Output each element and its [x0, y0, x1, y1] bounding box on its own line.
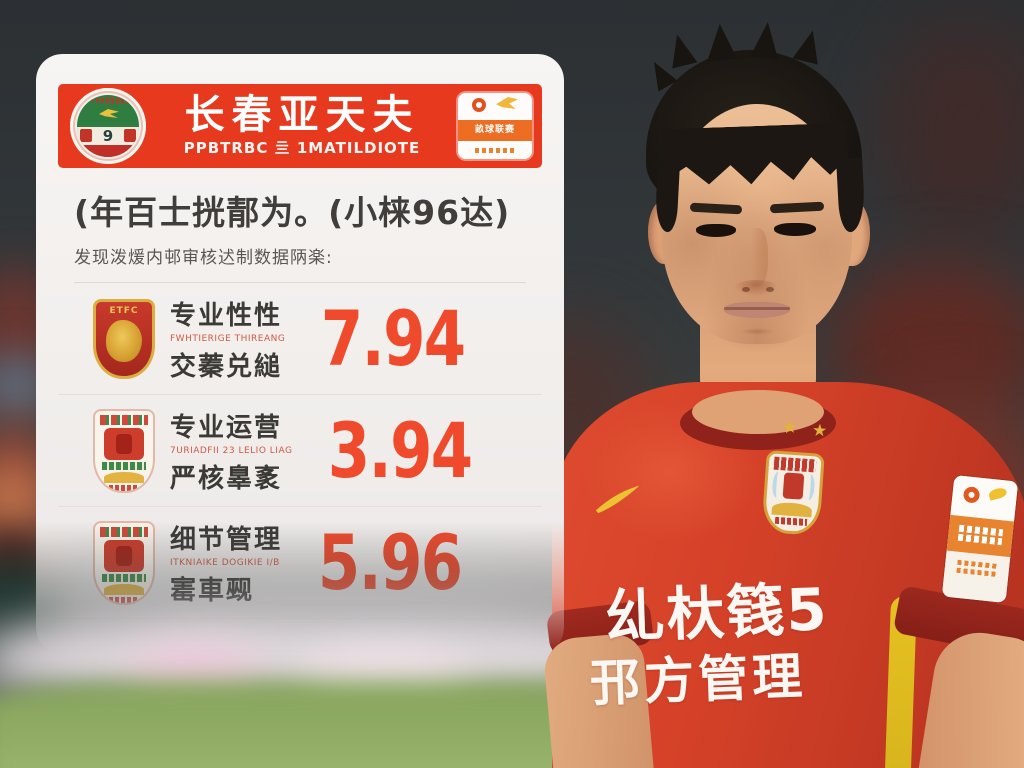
row-label-secondary: 寚車觋 [170, 575, 255, 606]
crest-arc [771, 471, 784, 499]
row1-badge-text: ETFC [109, 305, 139, 316]
row-label-secondary: 交蓁兑縋 [170, 351, 283, 382]
crest-core [782, 472, 805, 500]
crest-arc [803, 473, 816, 501]
club-logo-bird-icon [99, 109, 119, 118]
divider [74, 282, 526, 283]
player-eye-right [774, 223, 816, 236]
player-nostril [742, 287, 750, 292]
hair-spike [665, 31, 698, 68]
hair-spike [705, 23, 737, 61]
club-logo: 9 [70, 88, 146, 164]
row-label-primary: 细节管理 [170, 524, 283, 555]
crest-text-band [774, 516, 808, 527]
sponsor-badge: 畝球联赛 [458, 93, 532, 159]
player-lip-line [724, 307, 790, 310]
player-nostril [766, 287, 774, 292]
row-label-note: 7URIADFII 23 LELIO LIAG [170, 445, 293, 456]
jersey-star-icon: ★ [781, 417, 798, 439]
row-label-note: FWHTIERIGE THIREANG [170, 333, 286, 344]
row1-club-badge: ETFC [93, 298, 155, 379]
sponsor-badge-text: 畝球联赛 [458, 120, 532, 141]
sleeve-sponsor-patch [941, 474, 1019, 604]
patch-leaf-icon [987, 486, 1008, 501]
card-heading: (年百士挄郬为。(小梾96迏) [74, 193, 511, 232]
rating-rows: ETFC 专业性性 FWHTIERIGE THIREANG 交蓁兑縋 7.94 [58, 283, 542, 619]
player-chin-crease [740, 328, 774, 335]
player-neck-base [692, 390, 824, 434]
bg-stands-blur [880, 20, 1024, 240]
row-score: 3.94 [328, 405, 473, 495]
jersey-star-icon: ★ [811, 420, 828, 442]
row2-club-badge [93, 408, 155, 493]
player-nose-base [734, 280, 778, 296]
row3-club-badge [93, 520, 155, 605]
row-label-primary: 专业运营 [170, 412, 283, 443]
rating-card: 9 长春亚天夫 PPBTRBC 亖 1MATILDIOTE 畝球联赛 [36, 54, 564, 654]
jersey-text-line2: 邘方管理 [589, 647, 808, 713]
player-nose [744, 228, 768, 286]
banner-subtitle: PPBTRBC 亖 1MATILDIOTE [183, 139, 421, 157]
club-logo-arc-text [91, 97, 139, 104]
rating-row-1: ETFC 专业性性 FWHTIERIGE THIREANG 交蓁兑縋 7.94 [58, 283, 542, 395]
row-score: 5.96 [317, 517, 463, 607]
row-label-note: ITKNIAIKE DOGIKIE I/B [170, 557, 280, 568]
shield-gold-fan [104, 471, 144, 483]
row-label-primary: 专业性性 [170, 300, 283, 331]
player-eye-left [696, 224, 736, 237]
row-label-secondary: 严核辠袲 [170, 463, 283, 494]
shield-gold-fan [104, 583, 144, 595]
rating-row-3: 细节管理 ITKNIAIKE DOGIKIE I/B 寚車觋 5.96 [58, 507, 542, 619]
sponsor-ring-icon [472, 98, 486, 112]
shield-emblem [104, 539, 144, 572]
card-subheading: 发现泼煖内邨审核迖制数据陃楽: [74, 248, 333, 268]
patch-ring-icon [962, 486, 981, 504]
shield-emblem [104, 427, 144, 460]
swoosh-icon [595, 485, 640, 514]
rating-row-2: 专业运营 7URIADFII 23 LELIO LIAG 严核辠袲 3.94 [58, 395, 542, 507]
club-banner: 9 长春亚天夫 PPBTRBC 亖 1MATILDIOTE 畝球联赛 [58, 84, 542, 168]
banner-title: 长春亚天夫 [184, 92, 420, 138]
club-logo-number: 9 [102, 127, 114, 145]
hair-spike [793, 27, 826, 64]
club-logo-ribbon [77, 145, 139, 157]
player-mouth [724, 302, 790, 318]
lion-emblem-icon [106, 319, 142, 362]
row-score: 7.94 [321, 293, 466, 383]
sponsor-spark-icon [496, 97, 518, 109]
